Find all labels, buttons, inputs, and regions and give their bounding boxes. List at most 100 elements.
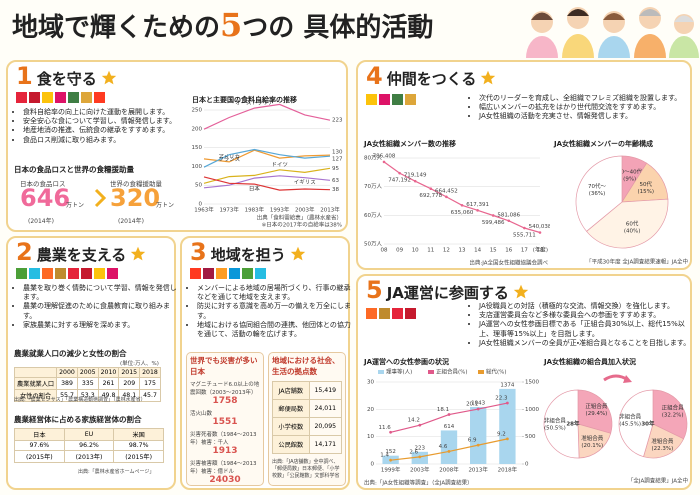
legend-swatch — [378, 370, 384, 374]
x-tick-label: 12 — [443, 248, 450, 254]
star — [131, 246, 146, 261]
point — [507, 219, 511, 223]
series-label: アメリカ — [218, 153, 240, 160]
bases-box: 地域における社会、生活の拠点数 JA店舗数 15,419 郵便局数 24,011 小学校… — [268, 352, 346, 486]
sdg-icons — [366, 94, 416, 105]
pie-charts: JA女性組織の組合員加入状況正組合員(29.4%)准組合員(20.1%)非組合員… — [543, 357, 688, 485]
sdg-icon — [216, 268, 227, 279]
x-tick-label: 16 — [505, 248, 512, 254]
value: 320 — [110, 184, 161, 212]
x-tick-label: 1983年 — [245, 206, 265, 214]
source: 出典:「JA店舗数」全中調べ、「郵便局数」日本郵便、「小学校数」「公民館数」文部… — [272, 459, 340, 479]
value-label: 635,060 — [451, 210, 474, 216]
row: (2015年) (2013年) (2015年) — [14, 450, 164, 463]
pie-slice — [652, 389, 688, 440]
header-cell: 日本 — [14, 428, 65, 441]
pie-slice — [575, 155, 623, 232]
source: 出典:「農林水産省ホームページ」 — [78, 469, 155, 475]
header-cell: 2015 — [118, 367, 141, 378]
value-label: 692,778 — [419, 193, 442, 199]
end-label: 95 — [332, 166, 339, 172]
sdg-icon — [81, 92, 92, 103]
sdg-icon — [405, 308, 416, 319]
row: 女性の割合 55.7 53.3 49.8 48.1 45.7 — [13, 389, 161, 402]
item: 災害被害額（1984〜2013年）被害：億ドル 24030 — [190, 459, 260, 485]
value-label: 614 — [444, 424, 455, 430]
x-tick-label: 15 — [490, 248, 497, 254]
x-tick-label: 09 — [396, 248, 403, 254]
sdg-icon — [190, 268, 201, 279]
section-title: 食を守る — [36, 70, 97, 88]
bullet: 地域における協同組合間の連携、他団体との協力を通じて、活動の輪を広げます。 — [197, 321, 353, 339]
header-cell: 2018 — [139, 367, 161, 378]
section-heading: 5 JA運営に参画する — [366, 276, 529, 304]
bullet: 幅広いメンバーの拡充をはかり世代間交流をすすめます。 — [479, 103, 691, 112]
data-table: 2000 2005 2010 2015 2018 農業就業人口 389 335 261 209 17… — [13, 367, 161, 402]
label: 日本の食品ロス — [20, 180, 66, 188]
point — [538, 231, 542, 234]
section-number: 3 — [190, 238, 207, 266]
value-label: 4.6 — [439, 444, 448, 450]
cell: 14,171 — [308, 435, 343, 454]
item-label: マグニチュード6.0以上の地震回数（2003〜2013年） — [190, 382, 260, 396]
sdg-icon — [68, 268, 79, 279]
point — [476, 443, 480, 447]
value-label: 786,408 — [373, 153, 396, 159]
sdg-icon — [379, 94, 390, 105]
section-title: 仲間をつくる — [386, 70, 477, 88]
header-cell: 2005 — [76, 367, 99, 378]
sdg-icons — [16, 92, 105, 103]
end-label: 38 — [332, 187, 339, 193]
sdg-icon — [29, 92, 40, 103]
sdg-icons — [190, 268, 266, 279]
header-row: 日本 EU 米国 — [14, 428, 164, 441]
sdg-icon — [16, 92, 27, 103]
point — [445, 195, 448, 199]
value-label: 2.6 — [409, 449, 418, 455]
bullet: 農業を取り巻く情勢について学習、情報を発信します。 — [23, 284, 179, 302]
item-value: 1913 — [212, 446, 238, 456]
year: (2014年) — [28, 218, 54, 225]
slice-value: (20.1%) — [581, 443, 603, 449]
table-title: 農業経営体に占める家族経営体の割合 — [14, 415, 142, 424]
sdg-icon — [203, 268, 214, 279]
point — [476, 209, 479, 212]
sdg-icon — [392, 308, 403, 319]
series-label: オーストラリア — [235, 100, 274, 107]
data-table: 日本 EU 米国 97.6% 96.2% 98.7% (2015年) (2013年) (2015… — [14, 428, 164, 463]
value-label: 152 — [385, 449, 396, 455]
legend-swatch — [428, 370, 434, 374]
y2-tick-label: 1500 — [525, 380, 539, 386]
pie-center: 30年 — [641, 420, 655, 428]
source: 出典:JA全国女性組織協議会調べ — [469, 259, 548, 267]
series-label: イギリス — [294, 179, 316, 186]
sdg-icon — [107, 268, 118, 279]
cell: 175 — [139, 377, 161, 390]
point — [389, 430, 392, 434]
sdg-icon — [255, 268, 266, 279]
series-label: フランス — [218, 156, 240, 163]
point — [506, 437, 509, 441]
header-row: 2000 2005 2010 2015 2018 — [13, 367, 161, 378]
pie-slice — [577, 423, 612, 459]
y2-tick-label: 0 — [525, 462, 529, 468]
row-label: 公民館数 — [272, 435, 310, 454]
chart-title: 日本と主要国の食料自給率の推移 — [192, 95, 297, 104]
cell: (2013年) — [63, 450, 115, 463]
item-label: 災害死者数（1984〜2013年）被害：千人 — [190, 432, 257, 446]
series-label: 日本 — [249, 185, 261, 193]
star — [513, 284, 529, 299]
value-label: 14.2 — [408, 418, 420, 424]
x-tick-label: 08 — [381, 248, 388, 254]
bullet-list: 次代のリーダーを育成し、全組織でフレミズ組織を設置します。幅広いメンバーの拡充を… — [470, 94, 691, 122]
chart-title: JA運営への女性参画の状況 — [363, 357, 449, 366]
cell: 15,419 — [308, 381, 343, 400]
row: 小学校数 20,095 — [272, 417, 343, 436]
item-label: 活火山数 — [190, 411, 213, 417]
note: ※日本の2017年の自給率は38% — [262, 221, 342, 229]
point — [429, 187, 433, 191]
line — [203, 149, 331, 163]
y-tick-label: 70万人 — [364, 183, 382, 190]
slice-label: 60代 — [626, 220, 639, 228]
